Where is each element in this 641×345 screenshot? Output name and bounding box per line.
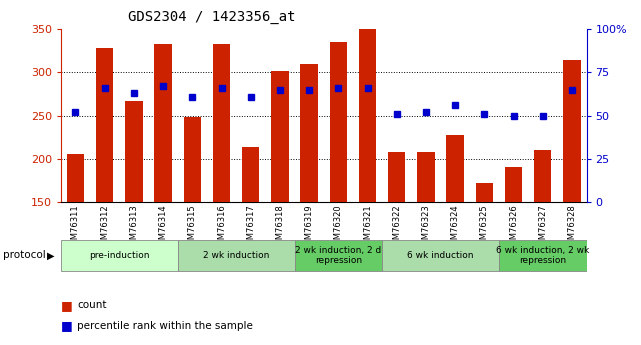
Bar (96, 48, 113, 202)
Bar (294, 240, 382, 271)
Text: GDS2304 / 1423356_at: GDS2304 / 1423356_at (128, 10, 296, 24)
Text: 2 wk induction, 2 d
repression: 2 wk induction, 2 d repression (296, 246, 381, 265)
Bar (382, 240, 499, 271)
Bar (242, 147, 260, 202)
Text: 6 wk induction, 2 wk
repression: 6 wk induction, 2 wk repression (496, 246, 589, 265)
Text: 6 wk induction: 6 wk induction (407, 251, 474, 260)
Bar (154, 44, 172, 202)
Bar (563, 59, 581, 202)
Bar (504, 167, 522, 202)
Bar (329, 42, 347, 202)
Text: ■: ■ (61, 299, 72, 312)
Text: percentile rank within the sample: percentile rank within the sample (77, 321, 253, 331)
Bar (359, 29, 376, 202)
Bar (446, 136, 464, 202)
Bar (534, 150, 551, 202)
Bar (67, 155, 84, 202)
Bar (213, 44, 230, 202)
Bar (271, 71, 288, 202)
Text: ▶: ▶ (47, 250, 54, 260)
Text: count: count (77, 300, 106, 310)
Text: pre-induction: pre-induction (89, 251, 149, 260)
Bar (417, 152, 435, 202)
Bar (183, 117, 201, 202)
Text: ■: ■ (61, 319, 72, 333)
Bar (499, 240, 587, 271)
Bar (61, 240, 178, 271)
Text: protocol: protocol (3, 250, 46, 260)
Bar (125, 101, 143, 202)
Bar (476, 183, 493, 202)
Bar (388, 152, 406, 202)
Bar (301, 64, 318, 202)
Bar (178, 240, 294, 271)
Text: 2 wk induction: 2 wk induction (203, 251, 269, 260)
